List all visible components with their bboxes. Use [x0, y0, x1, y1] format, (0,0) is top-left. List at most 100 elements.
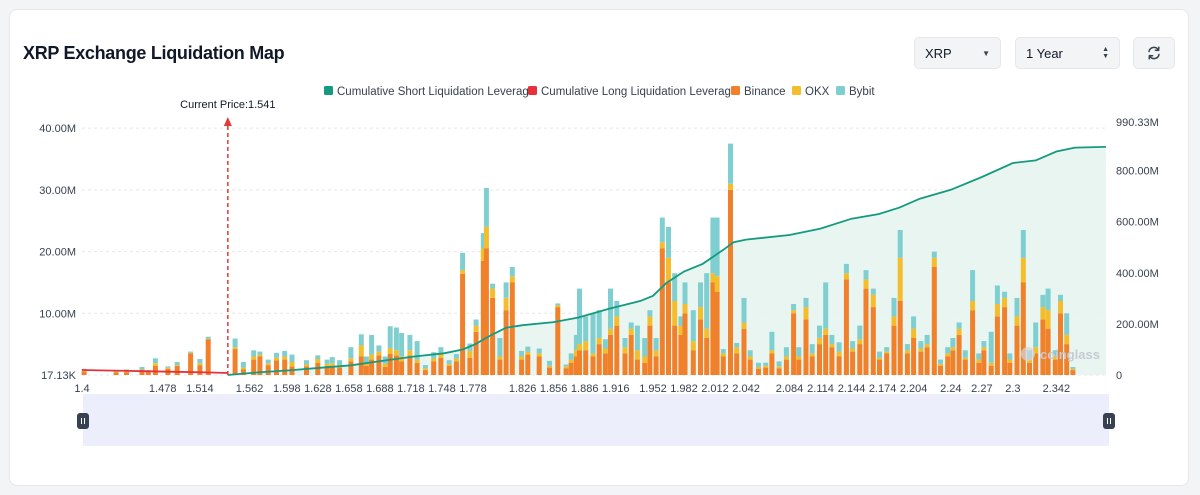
- bar-bybit[interactable]: [232, 338, 238, 348]
- bar-binance[interactable]: [399, 361, 405, 375]
- bar-bybit[interactable]: [823, 282, 829, 329]
- bar-okx[interactable]: [363, 363, 369, 366]
- bar-okx[interactable]: [324, 363, 330, 366]
- bar-binance[interactable]: [1020, 282, 1026, 375]
- bar-binance[interactable]: [817, 344, 822, 375]
- bar-okx[interactable]: [791, 310, 797, 314]
- bar-bybit[interactable]: [363, 356, 369, 364]
- bar-okx[interactable]: [547, 365, 552, 368]
- bar-bybit[interactable]: [904, 344, 910, 351]
- bar-binance[interactable]: [407, 355, 413, 375]
- bar-okx[interactable]: [525, 351, 531, 355]
- bar-binance[interactable]: [1007, 362, 1013, 375]
- bar-okx[interactable]: [1052, 356, 1058, 360]
- bar-okx[interactable]: [1020, 257, 1026, 283]
- bar-binance[interactable]: [376, 355, 382, 375]
- bar-binance[interactable]: [1052, 359, 1058, 375]
- bar-bybit[interactable]: [596, 310, 602, 338]
- bar-bybit[interactable]: [704, 273, 710, 329]
- bar-bybit[interactable]: [407, 334, 413, 351]
- bar-okx[interactable]: [981, 347, 987, 351]
- bar-bybit[interactable]: [1014, 297, 1020, 317]
- bar-okx[interactable]: [1014, 316, 1020, 326]
- bar-binance[interactable]: [783, 359, 789, 375]
- bar-binance[interactable]: [113, 372, 119, 376]
- bar-okx[interactable]: [165, 367, 171, 369]
- bar-bybit[interactable]: [1064, 313, 1070, 335]
- bar-okx[interactable]: [938, 363, 943, 366]
- bar-okx[interactable]: [453, 358, 459, 362]
- bar-okx[interactable]: [113, 371, 119, 373]
- bar-okx[interactable]: [205, 338, 211, 340]
- bar-bybit[interactable]: [393, 327, 399, 351]
- bar-okx[interactable]: [728, 183, 733, 190]
- bar-binance[interactable]: [850, 351, 856, 375]
- bar-okx[interactable]: [734, 347, 740, 354]
- bar-binance[interactable]: [976, 362, 982, 375]
- bar-binance[interactable]: [843, 279, 849, 375]
- bar-okx[interactable]: [257, 354, 263, 357]
- bar-binance[interactable]: [382, 367, 388, 375]
- bar-binance[interactable]: [596, 344, 602, 375]
- bar-binance[interactable]: [174, 365, 180, 375]
- bar-binance[interactable]: [1058, 313, 1063, 375]
- bar-binance[interactable]: [1045, 328, 1051, 375]
- bar-bybit[interactable]: [329, 357, 335, 364]
- bar-okx[interactable]: [608, 328, 613, 335]
- bar-binance[interactable]: [884, 353, 890, 375]
- bar-bybit[interactable]: [387, 326, 393, 348]
- bar-okx[interactable]: [251, 356, 257, 360]
- bar-bybit[interactable]: [1058, 294, 1063, 301]
- bar-okx[interactable]: [614, 316, 620, 326]
- bar-bybit[interactable]: [950, 338, 956, 348]
- bar-bybit[interactable]: [698, 282, 703, 308]
- bar-bybit[interactable]: [555, 303, 561, 306]
- bar-binance[interactable]: [918, 351, 924, 375]
- bar-okx[interactable]: [274, 357, 279, 361]
- bar-binance[interactable]: [251, 359, 257, 375]
- bar-bybit[interactable]: [734, 342, 740, 348]
- bar-bybit[interactable]: [453, 354, 459, 359]
- bar-okx[interactable]: [704, 328, 710, 338]
- bar-bybit[interactable]: [622, 338, 628, 348]
- bar-binance[interactable]: [672, 325, 678, 375]
- bar-okx[interactable]: [678, 325, 684, 335]
- bar-okx[interactable]: [536, 353, 542, 357]
- bar-bybit[interactable]: [829, 334, 835, 345]
- bar-okx[interactable]: [809, 353, 815, 357]
- bar-okx[interactable]: [188, 352, 194, 354]
- bar-binance[interactable]: [188, 353, 194, 375]
- bar-binance[interactable]: [763, 367, 769, 375]
- bar-bybit[interactable]: [956, 322, 962, 329]
- bar-bybit[interactable]: [573, 334, 579, 351]
- bar-binance[interactable]: [324, 365, 330, 375]
- bar-binance[interactable]: [422, 370, 428, 375]
- bar-bybit[interactable]: [503, 282, 509, 298]
- bar-okx[interactable]: [1064, 334, 1070, 345]
- bar-bybit[interactable]: [931, 251, 937, 258]
- bar-bybit[interactable]: [682, 282, 688, 304]
- bar-okx[interactable]: [884, 351, 890, 354]
- bar-okx[interactable]: [1070, 368, 1076, 370]
- bar-okx[interactable]: [1045, 310, 1051, 329]
- bar-binance[interactable]: [329, 365, 335, 375]
- bar-binance[interactable]: [690, 350, 696, 375]
- bar-bybit[interactable]: [884, 347, 890, 352]
- bar-binance[interactable]: [473, 331, 479, 375]
- bar-binance[interactable]: [714, 291, 720, 375]
- bar-binance[interactable]: [460, 273, 466, 375]
- bar-okx[interactable]: [672, 301, 678, 326]
- bar-okx[interactable]: [460, 270, 466, 274]
- bar-bybit[interactable]: [803, 297, 809, 308]
- bar-binance[interactable]: [1033, 353, 1039, 375]
- bar-bybit[interactable]: [911, 316, 917, 329]
- bar-binance[interactable]: [438, 357, 444, 375]
- bar-okx[interactable]: [857, 339, 863, 345]
- bar-okx[interactable]: [329, 363, 335, 366]
- bar-bybit[interactable]: [289, 354, 295, 362]
- bar-binance[interactable]: [634, 359, 640, 375]
- bar-bybit[interactable]: [870, 288, 876, 295]
- bar-binance[interactable]: [823, 334, 829, 375]
- bar-bybit[interactable]: [690, 310, 696, 342]
- bar-binance[interactable]: [274, 360, 279, 375]
